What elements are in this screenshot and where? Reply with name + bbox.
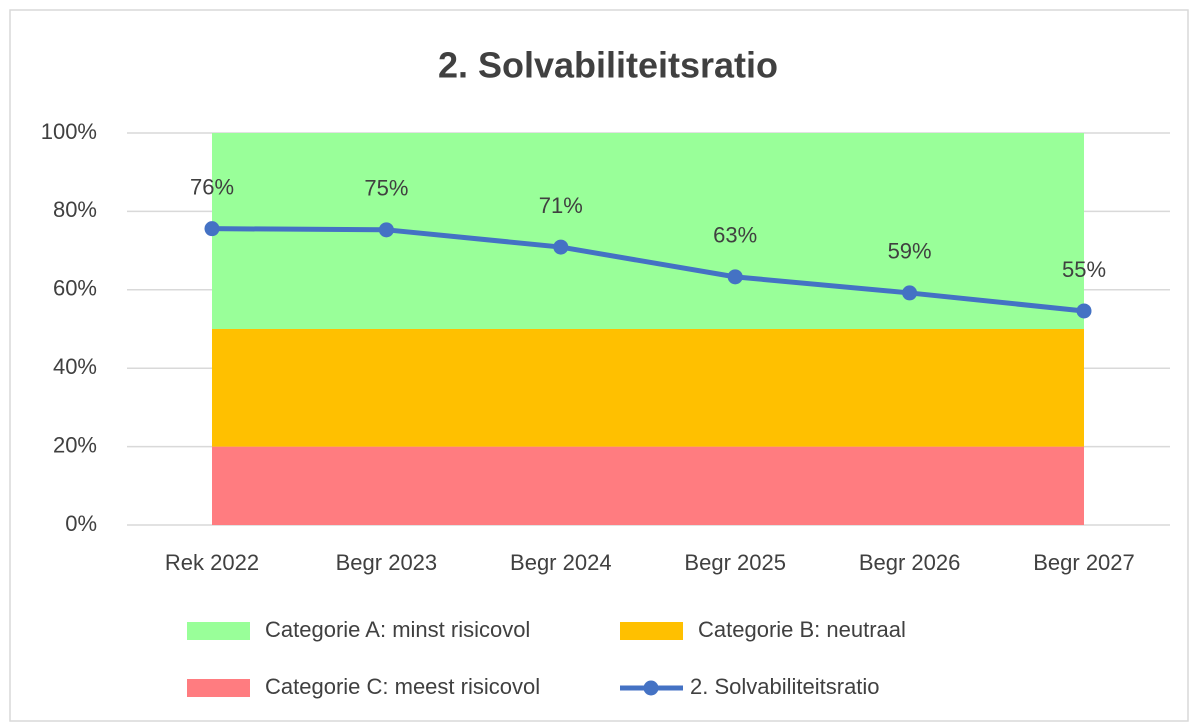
y-tick-label: 0% xyxy=(65,511,97,536)
x-tick-label: Begr 2026 xyxy=(859,550,961,575)
area xyxy=(212,133,1084,329)
area xyxy=(212,446,1084,525)
chart-title: 2. Solvabiliteitsratio xyxy=(438,45,778,86)
x-tick-label: Begr 2024 xyxy=(510,550,612,575)
line xyxy=(211,226,1085,314)
y-tick-label: 60% xyxy=(53,276,97,301)
legend-marker xyxy=(643,680,659,696)
marker xyxy=(553,239,569,255)
marker xyxy=(727,269,743,285)
y-tick-label: 100% xyxy=(41,119,97,144)
x-tick-label: Rek 2022 xyxy=(165,550,259,575)
data-label: 71% xyxy=(539,193,583,218)
area xyxy=(212,329,1084,447)
marker xyxy=(204,221,220,237)
legend-swatch xyxy=(620,622,683,640)
legend-label: 2. Solvabiliteitsratio xyxy=(690,674,880,699)
x-tick-label: Begr 2025 xyxy=(684,550,786,575)
data-label: 75% xyxy=(364,176,408,201)
x-tick-label: Begr 2027 xyxy=(1033,550,1135,575)
legend-label: Categorie C: meest risicovol xyxy=(265,674,540,699)
y-tick-label: 40% xyxy=(53,354,97,379)
data-label: 63% xyxy=(713,223,757,248)
plot-area xyxy=(127,132,1170,526)
x-tick-label: Begr 2023 xyxy=(336,550,438,575)
legend-swatch xyxy=(187,622,250,640)
legend-label: Categorie A: minst risicovol xyxy=(265,617,530,642)
data-label: 59% xyxy=(888,239,932,264)
data-label: 76% xyxy=(190,174,234,199)
marker xyxy=(902,285,918,301)
data-label: 55% xyxy=(1062,257,1106,282)
legend-label: Categorie B: neutraal xyxy=(698,617,906,642)
legend-swatch xyxy=(187,679,250,697)
marker xyxy=(1076,303,1092,319)
y-tick-label: 80% xyxy=(53,197,97,222)
marker xyxy=(378,222,394,238)
y-tick-label: 20% xyxy=(53,432,97,457)
